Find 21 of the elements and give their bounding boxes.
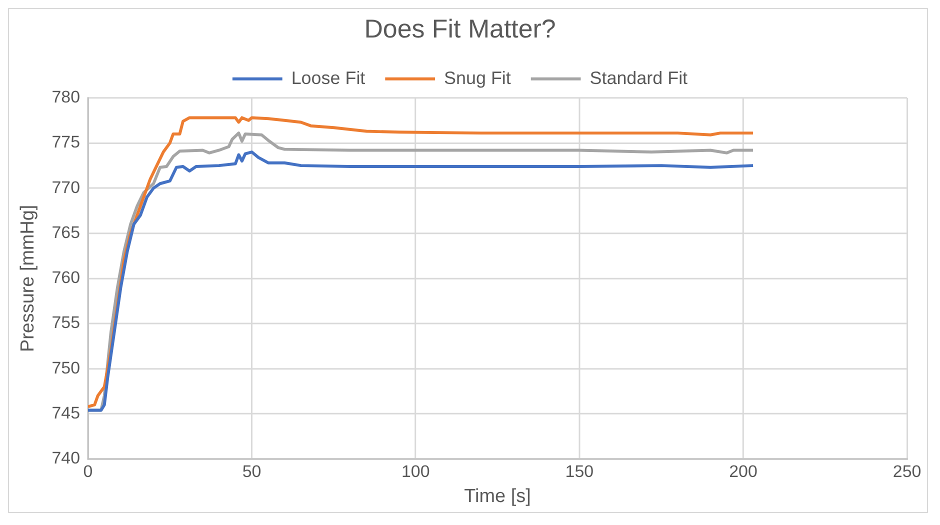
legend-label: Loose Fit: [291, 68, 366, 88]
y-axis-title: Pressure [mmHg]: [18, 204, 39, 352]
y-tick-label: 780: [52, 88, 80, 107]
y-tick-label: 755: [52, 313, 80, 332]
x-axis-title: Time [s]: [464, 486, 531, 507]
y-tick-label: 745: [52, 404, 80, 423]
y-tick-label: 775: [52, 132, 80, 152]
y-tick-label: 770: [52, 178, 80, 197]
x-tick-label: 100: [401, 462, 430, 481]
y-tick-label: 765: [52, 222, 80, 242]
x-tick-label: 0: [83, 462, 93, 481]
x-tick-label: 150: [565, 462, 594, 481]
y-tick-label: 750: [52, 358, 80, 378]
legend-label: Snug Fit: [444, 68, 511, 88]
chart-title: Does Fit Matter?: [364, 16, 556, 44]
x-tick-label: 250: [892, 462, 922, 481]
x-tick-label: 50: [242, 462, 262, 481]
y-tick-label: 740: [52, 448, 80, 468]
legend-label: Standard Fit: [590, 68, 688, 88]
x-tick-label: 200: [729, 462, 758, 481]
y-tick-label: 760: [52, 268, 80, 288]
